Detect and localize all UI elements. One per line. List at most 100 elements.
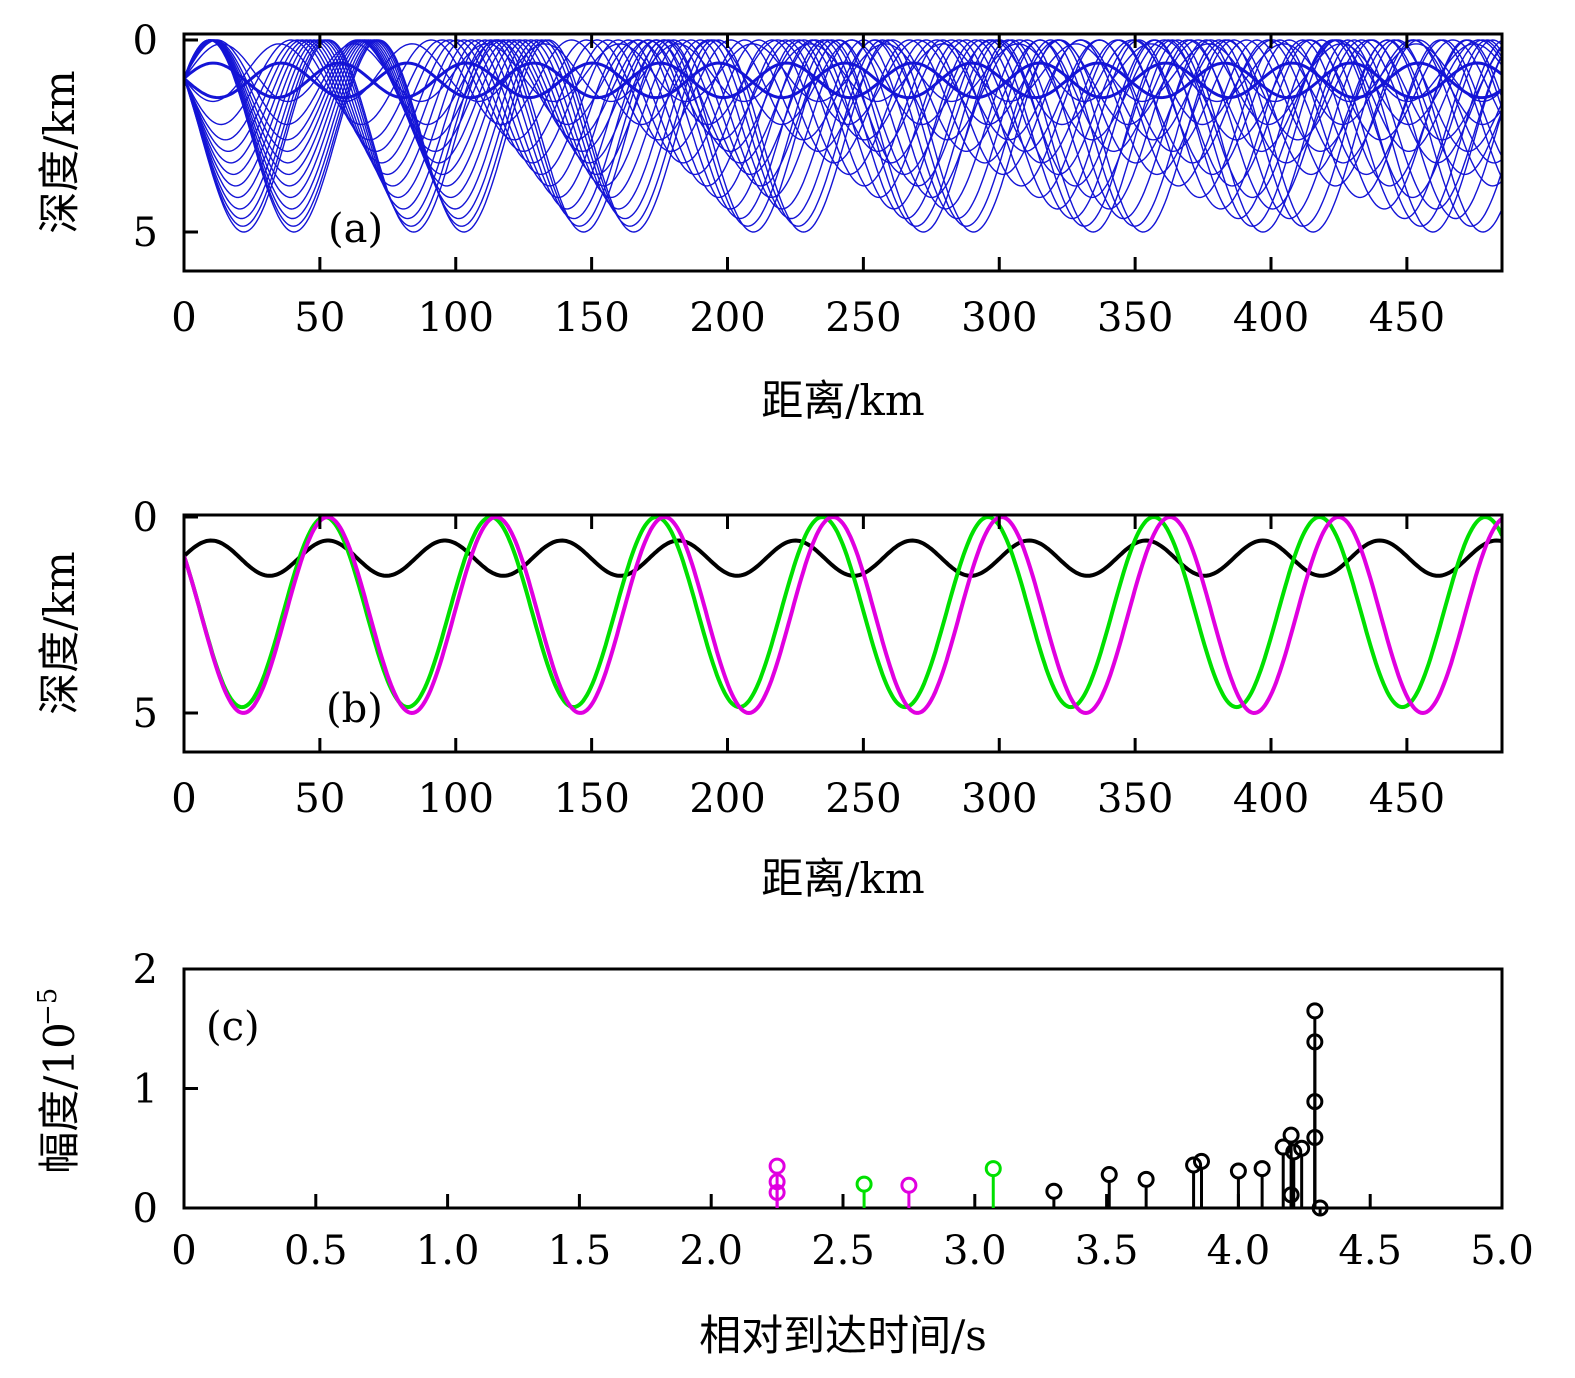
stem-marker [1192,1152,1210,1170]
a-ray-curves [184,39,1502,233]
c-stems [768,1002,1329,1217]
c-ylabel-exponent: −5 [33,988,63,1026]
ray-path [184,39,1502,176]
ray-series-line [184,515,1502,716]
ray-series-line [184,515,1502,710]
x-tick-label: 450 [1369,295,1445,341]
x-tick-label: 350 [1097,295,1173,341]
ray-path [184,39,1502,164]
stem-marker [768,1157,786,1175]
stem-marker [984,1160,1002,1178]
a-xlabel: 距离/km [761,376,924,425]
stem-marker [1045,1182,1063,1200]
x-tick-label: 3.5 [1075,1228,1139,1274]
x-tick-label: 450 [1369,776,1445,822]
ray-path [184,39,1502,220]
c-ticks: 0 0.5 1.0 1.5 2.0 2.5 3.0 3.5 4.0 4.5 5.0 0 1 2 [133,947,1534,1274]
b-ylabel: 深度/km [35,551,84,714]
x-tick-label: 1.5 [548,1228,612,1274]
stem-marker [1306,1033,1324,1051]
c-plot-frame [182,967,1504,1210]
stem-marker [768,1173,786,1191]
x-tick-label: 150 [553,295,629,341]
x-tick-label: 300 [961,776,1037,822]
stem-marker [1185,1156,1203,1174]
ray-path [184,39,1502,233]
ray-path [184,43,1502,103]
x-tick-label: 100 [418,776,494,822]
b-panel-label: (b) [326,686,383,732]
y-tick-label: 0 [133,495,158,541]
x-tick-label: 150 [553,776,629,822]
stem-marker [1282,1186,1300,1204]
y-tick-label: 2 [133,947,158,993]
x-tick-label: 2.0 [679,1228,743,1274]
ray-path [184,39,1502,187]
b-xlabel: 距离/km [761,854,924,903]
x-tick-label: 0.5 [284,1228,348,1274]
x-tick-label: 400 [1233,776,1309,822]
y-tick-label: 5 [133,210,158,256]
ray-path [184,39,1502,199]
stem-marker [1306,1093,1324,1111]
x-tick-label: 200 [689,776,765,822]
stem-marker [1306,1128,1324,1146]
stem-marker [1137,1170,1155,1188]
c-xlabel: 相对到达时间/s [699,1311,987,1360]
c-panel-label: (c) [206,1004,260,1050]
stem-marker [855,1175,873,1193]
a-plot-frame [182,32,1504,273]
panel-c: 0 0.5 1.0 1.5 2.0 2.5 3.0 3.5 4.0 4.5 5.0 0 1 2 (c) 相… [33,947,1534,1360]
ray-path [184,39,1502,199]
x-tick-label: 3.0 [943,1228,1007,1274]
ray-path [184,39,1502,176]
stem-marker [1285,1143,1303,1161]
stem-marker [768,1183,786,1201]
c-ylabel-group: 幅度/10 −5 [33,988,84,1174]
x-tick-label: 4.5 [1338,1228,1402,1274]
ray-path [184,39,1502,233]
ray-path [184,39,1502,220]
x-tick-label: 1.0 [416,1228,480,1274]
x-tick-label: 200 [689,295,765,341]
ray-series-line [184,538,1502,578]
stem-marker [1100,1166,1118,1184]
a-ylabel: 深度/km [35,70,84,233]
x-tick-label: 4.0 [1207,1228,1271,1274]
x-tick-label: 350 [1097,776,1173,822]
b-plot-frame [182,513,1504,754]
ray-path [184,39,1502,227]
a-panel-label: (a) [328,206,383,252]
ray-path [184,39,1502,126]
ray-path [184,39,1502,141]
stem-marker [1311,1199,1329,1217]
x-tick-label: 250 [825,295,901,341]
b-ray-curves [184,515,1502,716]
x-tick-label: 50 [294,295,345,341]
x-tick-label: 50 [294,776,345,822]
x-tick-label: 400 [1233,295,1309,341]
x-tick-label: 0 [171,1228,196,1274]
x-tick-label: 300 [961,295,1037,341]
y-tick-label: 5 [133,691,158,737]
x-tick-label: 0 [171,295,196,341]
x-tick-label: 2.5 [811,1228,875,1274]
y-tick-label: 0 [133,1186,158,1232]
c-ylabel: 幅度/10 [35,1022,84,1174]
stem-marker [1253,1160,1271,1178]
x-tick-label: 100 [418,295,494,341]
y-tick-label: 1 [133,1067,158,1113]
x-tick-label: 250 [825,776,901,822]
stem-marker [1306,1002,1324,1020]
ray-path [184,39,1502,227]
stem-marker [1282,1126,1300,1144]
y-tick-label: 0 [133,18,158,64]
stem-marker [900,1176,918,1194]
stem-marker [1293,1139,1311,1157]
x-tick-label: 5.0 [1470,1228,1534,1274]
ray-path [184,39,1502,164]
